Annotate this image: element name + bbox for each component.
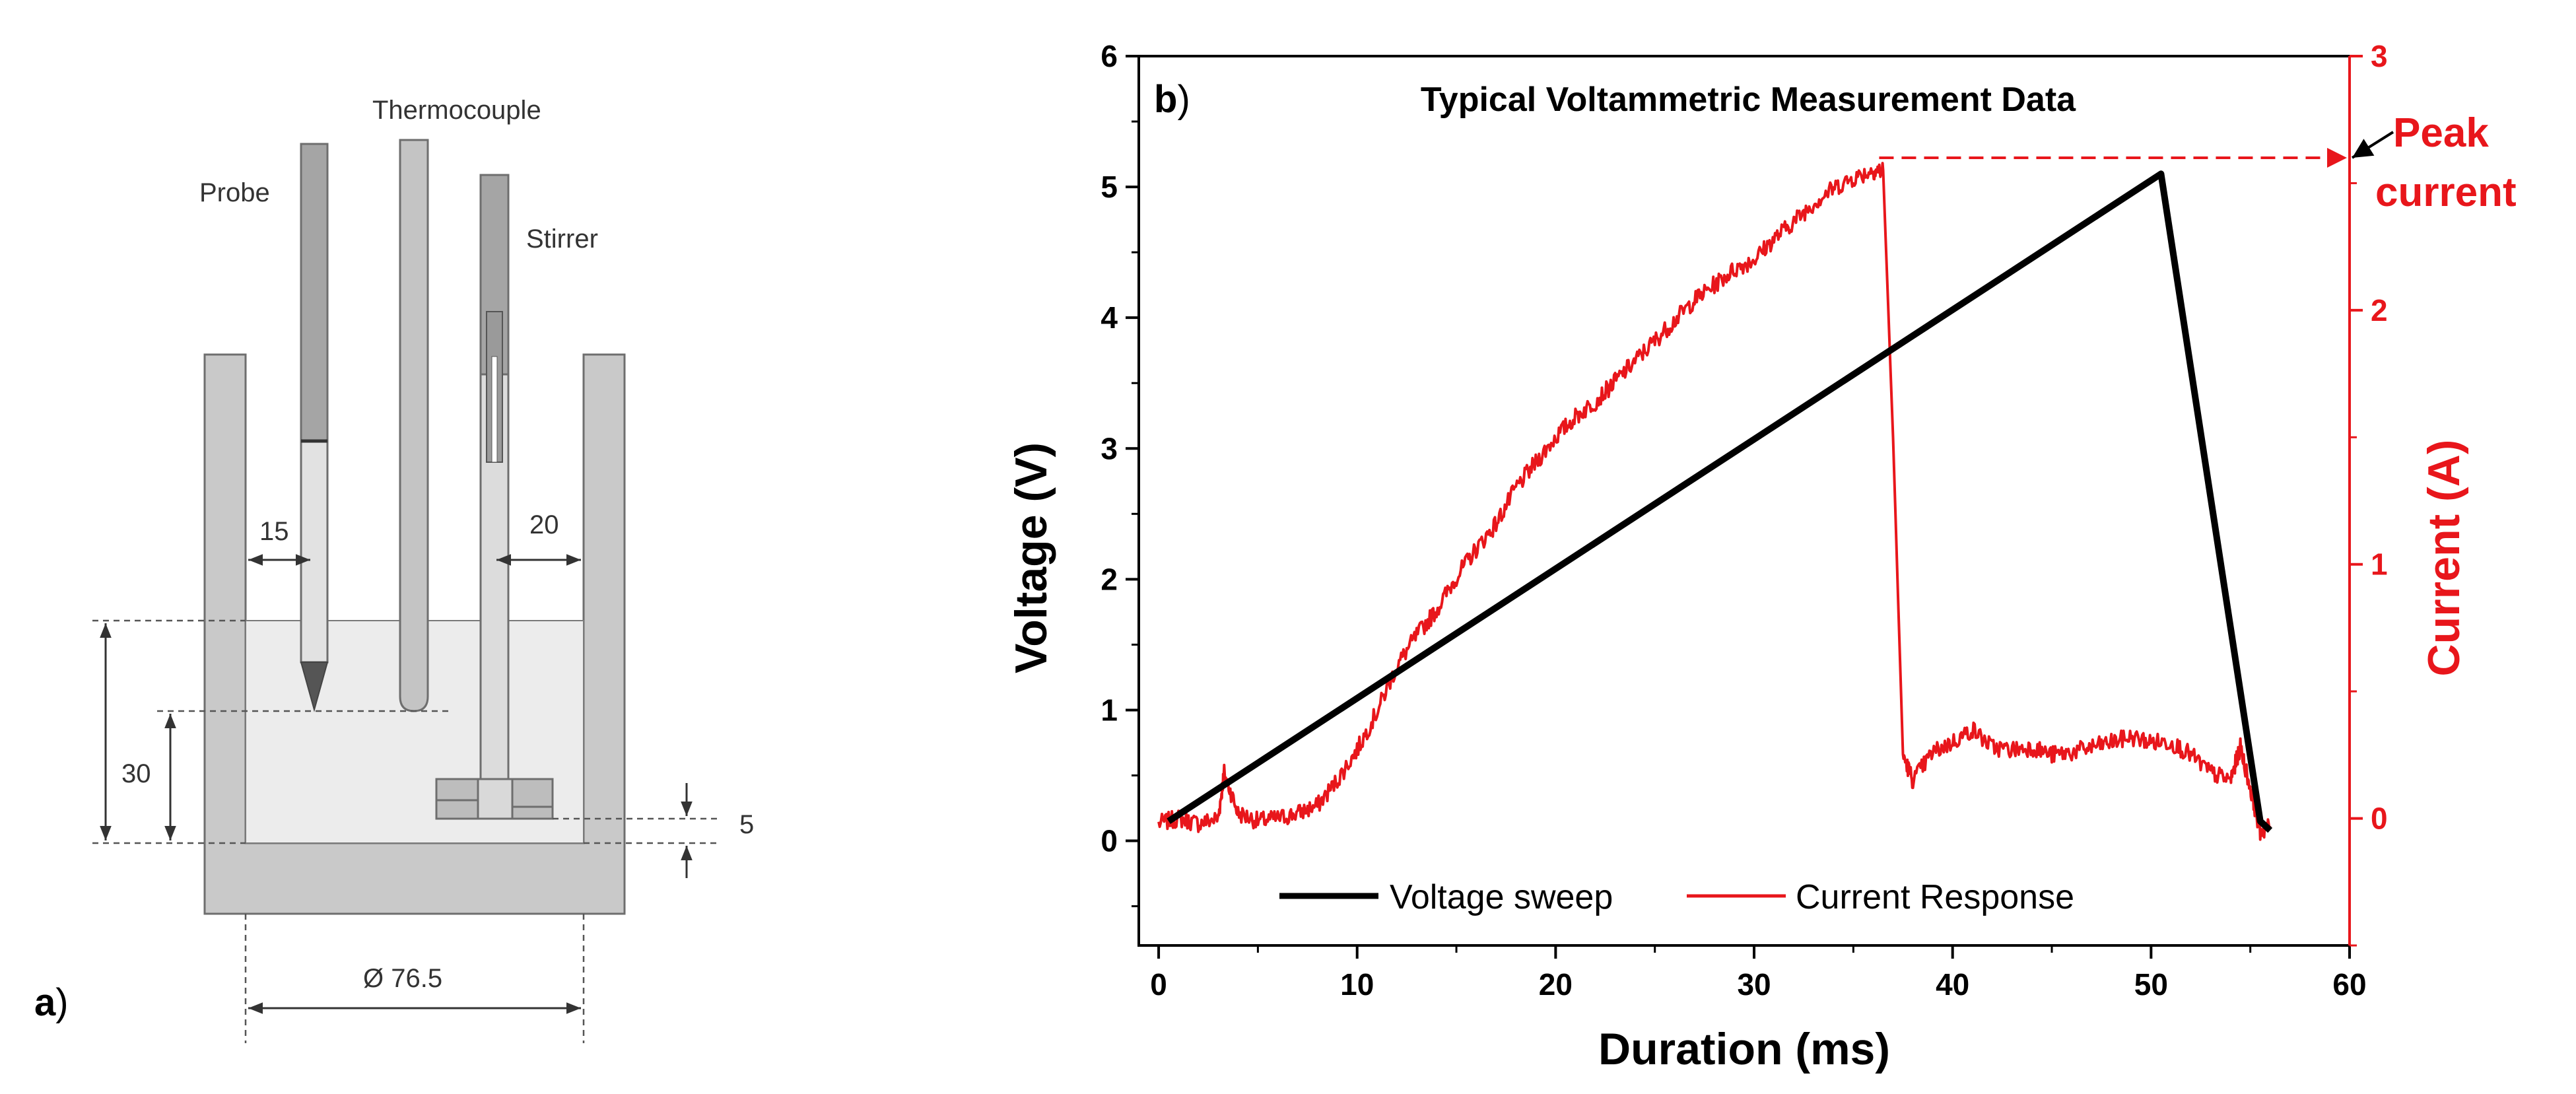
panel-a-letter-char: a [34, 981, 56, 1024]
chart-title: Typical Voltammetric Measurement Data [1421, 81, 2076, 119]
x-tick-label: 60 [2332, 967, 2366, 1002]
vessel [203, 353, 626, 915]
dimension-guides [92, 619, 720, 1043]
y-tick-label: 6 [1101, 39, 1118, 73]
y-tick-label: 1 [1101, 693, 1118, 727]
dim-liquid-depth: 30 [121, 759, 151, 788]
y-tick-label: 3 [1101, 431, 1118, 465]
x-tick-label: 50 [2134, 967, 2168, 1002]
panel-a-diagram: Probe Thermocouple Stirrer 15 20 30 5 Ø … [34, 96, 754, 1043]
peak-label-line2: current [2375, 170, 2517, 215]
series-group [1157, 162, 2273, 841]
legend: Voltage sweep Current Response [1279, 878, 2074, 916]
legend-voltage-label: Voltage sweep [1390, 878, 1613, 916]
panel-a-letter: a) [34, 981, 69, 1024]
x-tick-label: 0 [1150, 967, 1167, 1002]
x-tick-label: 10 [1340, 967, 1374, 1002]
panel-b-chart: 0 10 20 30 40 50 60 0 1 2 3 4 5 6 0 1 2 3 Typical Volta… [1006, 39, 2517, 1074]
dim-right-gap: 20 [529, 510, 559, 539]
plot-frame [1137, 55, 2351, 947]
x-axis-label: Duration (ms) [1598, 1024, 1890, 1074]
y-axis-label: Voltage (V) [1006, 442, 1056, 673]
thermocouple-label: Thermocouple [372, 96, 541, 125]
panel-a-letter-paren: ) [55, 981, 68, 1024]
x-axis-ticks: 0 10 20 30 40 50 60 [1150, 945, 2367, 1002]
panel-b-letter-paren: ) [1177, 78, 1190, 121]
y2-tick-label: 0 [2371, 802, 2388, 836]
y2-tick-label: 3 [2371, 39, 2388, 73]
stirrer [435, 174, 554, 820]
probe [300, 143, 329, 712]
peak-label-arrow [2351, 131, 2394, 159]
peak-label-line1: Peak [2393, 110, 2489, 156]
dim-stirrer-offset: 5 [739, 810, 754, 839]
y2-tick-label: 2 [2371, 293, 2388, 327]
y-axis-ticks: 0 1 2 3 4 5 6 [1101, 39, 1139, 908]
y2-tick-label: 1 [2371, 547, 2388, 582]
y-tick-label: 5 [1101, 170, 1118, 204]
y2-axis-label: Current (A) [2419, 440, 2469, 677]
dimension-arrows [100, 554, 693, 1014]
annotation-group [1879, 131, 2394, 168]
probe-label: Probe [199, 178, 270, 207]
y-tick-label: 4 [1101, 300, 1118, 335]
dim-left-gap: 15 [259, 517, 289, 546]
y-tick-label: 2 [1101, 562, 1118, 596]
stirrer-label: Stirrer [526, 224, 598, 254]
y2-axis-ticks: 0 1 2 3 [2350, 39, 2388, 947]
voltage-sweep-line [1167, 170, 2273, 833]
current-response-line [1157, 162, 2272, 841]
x-tick-label: 40 [1936, 967, 1969, 1002]
panel-b-letter: b) [1154, 78, 1190, 121]
x-tick-label: 20 [1539, 967, 1573, 1002]
dim-diameter: Ø 76.5 [363, 964, 442, 993]
panel-b-letter-char: b [1154, 78, 1177, 121]
y-tick-label: 0 [1101, 824, 1118, 858]
thermocouple [399, 139, 429, 712]
legend-current-label: Current Response [1796, 878, 2074, 916]
x-tick-label: 30 [1737, 967, 1771, 1002]
